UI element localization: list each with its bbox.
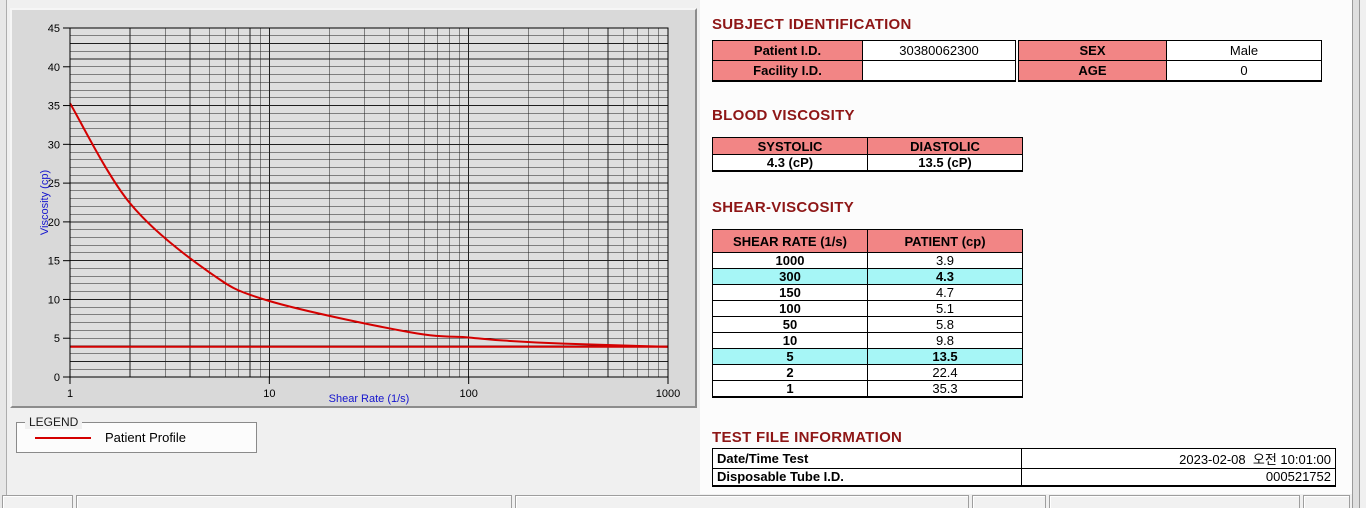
shear-row: 50 5.8: [712, 316, 1023, 333]
table-header-row: SYSTOLIC DIASTOLIC: [712, 137, 1023, 155]
shear-rate-cell: 2: [712, 364, 868, 381]
bottom-button-stub[interactable]: [2, 495, 73, 508]
patient-value-cell: 22.4: [867, 364, 1023, 381]
shear-rate-cell: 300: [712, 268, 868, 285]
shear-rate-cell: 100: [712, 300, 868, 317]
svg-text:15: 15: [48, 256, 60, 268]
patient-value-cell: 3.9: [867, 252, 1023, 269]
disposable-tube-id-label: Disposable Tube I.D.: [712, 468, 1022, 486]
legend-item-patient-profile: Patient Profile: [105, 430, 186, 445]
facility-id-label: Facility I.D.: [712, 60, 863, 81]
svg-text:Shear Rate (1/s): Shear Rate (1/s): [329, 393, 410, 405]
legend-title: LEGEND: [25, 415, 83, 429]
diastolic-value: 13.5 (cP): [867, 154, 1023, 172]
svg-text:10: 10: [48, 294, 60, 306]
bottom-button-stub[interactable]: [76, 495, 512, 508]
shear-row: 100 5.1: [712, 300, 1023, 317]
shear-row: 1 35.3: [712, 380, 1023, 398]
viscosity-chart: 0 5 10 15 20 25 30 35 40 45 1 10 100 1000 Shear Rate (…: [39, 23, 680, 405]
table-row: Date/Time Test 2023-02-08 오전 10:01:00: [712, 448, 1336, 469]
sex-label: SEX: [1018, 40, 1167, 61]
table-row: SEX Male: [1018, 40, 1322, 61]
bottom-button-stub[interactable]: [1303, 495, 1350, 508]
table-row: Patient I.D. 30380062300: [712, 40, 1016, 61]
shear-row: 10 9.8: [712, 332, 1023, 349]
shear-row: 300 4.3: [712, 268, 1023, 285]
facility-id-value: [862, 60, 1016, 81]
age-label: AGE: [1018, 60, 1167, 81]
shear-rate-cell: 5: [712, 348, 868, 365]
table-row: 4.3 (cP) 13.5 (cP): [712, 154, 1023, 172]
svg-text:1: 1: [67, 388, 73, 400]
systolic-value: 4.3 (cP): [712, 154, 868, 172]
svg-text:0: 0: [54, 372, 60, 384]
svg-text:20: 20: [48, 217, 60, 229]
svg-text:Viscosity (cp): Viscosity (cp): [39, 170, 51, 235]
shear-row: 150 4.7: [712, 284, 1023, 301]
systolic-header: SYSTOLIC: [712, 137, 868, 155]
svg-text:40: 40: [48, 62, 60, 74]
report-panel: SUBJECT IDENTIFICATION Patient I.D. 3038…: [700, 0, 1352, 494]
svg-text:10: 10: [263, 388, 275, 400]
shear-row: 5 13.5: [712, 348, 1023, 365]
patient-value-cell: 5.1: [867, 300, 1023, 317]
svg-text:35: 35: [48, 101, 60, 113]
patient-value-cell: 5.8: [867, 316, 1023, 333]
svg-text:100: 100: [459, 388, 477, 400]
disposable-tube-id-value: 000521752: [1021, 468, 1336, 486]
patient-value-cell: 35.3: [867, 380, 1023, 398]
svg-text:25: 25: [48, 178, 60, 190]
bottom-button-stub[interactable]: [972, 495, 1046, 508]
patient-profile-line-swatch: [35, 437, 91, 439]
table-row: Facility I.D.: [712, 60, 1016, 81]
blood-viscosity-table: SYSTOLIC DIASTOLIC 4.3 (cP) 13.5 (cP): [712, 137, 1023, 172]
right-window-splitter[interactable]: [1352, 0, 1360, 508]
patient-cp-header: PATIENT (cp): [867, 229, 1023, 253]
patient-value-cell: 4.7: [867, 284, 1023, 301]
shear-rate-cell: 10: [712, 332, 868, 349]
svg-text:5: 5: [54, 333, 60, 345]
shear-rate-cell: 150: [712, 284, 868, 301]
shear-rate-cell: 1: [712, 380, 868, 398]
sex-value: Male: [1166, 40, 1322, 61]
section-title-subject-identification: SUBJECT IDENTIFICATION: [712, 16, 912, 33]
section-title-shear-viscosity: SHEAR-VISCOSITY: [712, 199, 855, 216]
patient-value-cell: 4.3: [867, 268, 1023, 285]
legend-box: LEGEND Patient Profile: [16, 415, 257, 453]
shear-row: 2 22.4: [712, 364, 1023, 381]
date-time-test-label: Date/Time Test: [712, 448, 1022, 469]
subject-identification-table: Patient I.D. 30380062300 Facility I.D. S…: [712, 40, 1322, 82]
table-row: AGE 0: [1018, 60, 1322, 81]
table-header-row: SHEAR RATE (1/s) PATIENT (cp): [712, 229, 1023, 253]
patient-value-cell: 13.5: [867, 348, 1023, 365]
svg-text:45: 45: [48, 23, 60, 35]
table-row: Disposable Tube I.D. 000521752: [712, 468, 1336, 486]
test-file-information-table: Date/Time Test 2023-02-08 오전 10:01:00 Di…: [712, 448, 1336, 487]
section-title-blood-viscosity: BLOOD VISCOSITY: [712, 107, 855, 124]
left-window-splitter[interactable]: [0, 0, 7, 508]
patient-id-label: Patient I.D.: [712, 40, 863, 61]
viscosity-chart-panel: 0 5 10 15 20 25 30 35 40 45 1 10 100 1000 Shear Rate (…: [10, 8, 697, 408]
shear-rate-cell: 50: [712, 316, 868, 333]
bottom-button-stub[interactable]: [515, 495, 969, 508]
shear-rate-header: SHEAR RATE (1/s): [712, 229, 868, 253]
diastolic-header: DIASTOLIC: [867, 137, 1023, 155]
shear-rate-cell: 1000: [712, 252, 868, 269]
shear-row: 1000 3.9: [712, 252, 1023, 269]
date-time-test-value: 2023-02-08 오전 10:01:00: [1021, 448, 1336, 469]
svg-text:30: 30: [48, 139, 60, 151]
bottom-button-stub[interactable]: [1049, 495, 1300, 508]
svg-text:1000: 1000: [656, 388, 680, 400]
age-value: 0: [1166, 60, 1322, 81]
section-title-test-file-information: TEST FILE INFORMATION: [712, 429, 903, 446]
patient-id-value: 30380062300: [862, 40, 1016, 61]
shear-viscosity-table: SHEAR RATE (1/s) PATIENT (cp) 1000 3.9 3…: [712, 229, 1023, 398]
patient-value-cell: 9.8: [867, 332, 1023, 349]
